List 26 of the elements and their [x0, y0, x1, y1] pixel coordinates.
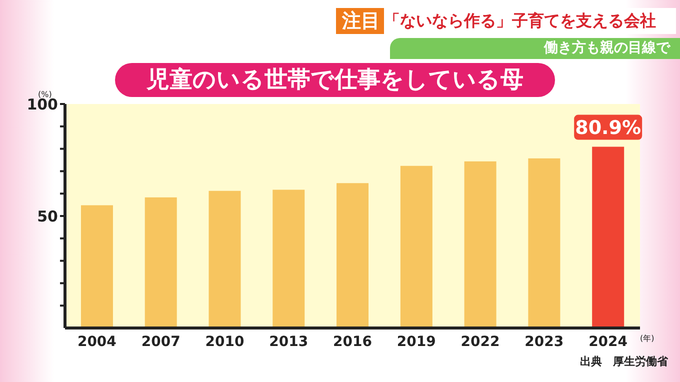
bar [80, 205, 113, 328]
bar [464, 161, 496, 328]
x-tick-label: 2016 [333, 334, 372, 350]
text: 注目 [342, 10, 380, 32]
x-tick-label: 2023 [524, 334, 564, 350]
x-tick-label: 2007 [141, 334, 180, 350]
bar [336, 183, 369, 328]
bar [592, 146, 624, 328]
x-tick-label: 2013 [269, 334, 308, 350]
x-tick-label: 2022 [460, 334, 500, 350]
bar [400, 166, 432, 328]
bar [208, 190, 241, 328]
data-label: 80.9% [575, 116, 642, 139]
bar [144, 197, 177, 328]
y-tick-label: 50 [37, 207, 58, 226]
chart-title: 児童のいる世帯で仕事をしている母 [115, 63, 555, 97]
text: 働き方も親の目線で [390, 38, 680, 59]
x-tick-label: 2024 [588, 334, 628, 350]
text: 「ないなら作る」子育てを支える会社 [384, 11, 656, 30]
x-tick-label: 2004 [77, 334, 117, 350]
x-tick-label: 2019 [396, 334, 436, 350]
x-tick-label: 2010 [205, 334, 244, 350]
bar [272, 190, 305, 328]
x-axis-title: (年) [640, 333, 654, 344]
bar [528, 158, 560, 328]
source-note: 出典 厚生労働省 [580, 354, 668, 369]
